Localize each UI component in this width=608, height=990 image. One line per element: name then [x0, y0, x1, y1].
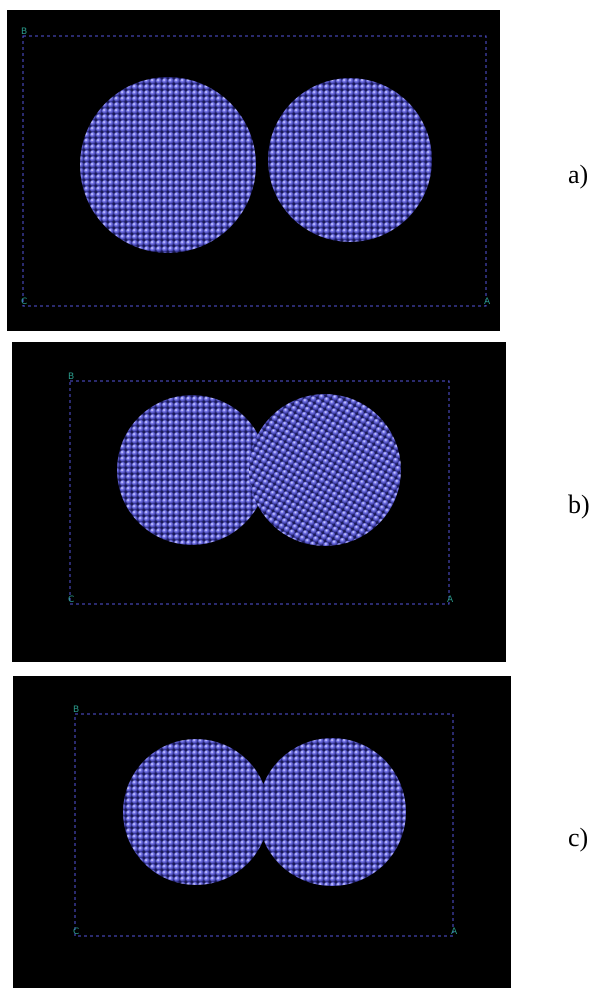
particle-right	[249, 394, 401, 546]
particle-right	[268, 78, 432, 242]
corner-label: C	[21, 297, 27, 307]
particle-left	[123, 739, 269, 885]
panel: B C Ab)	[12, 342, 590, 662]
panel-label: c)	[568, 823, 588, 852]
particle-left	[117, 395, 267, 545]
corner-label: A	[451, 927, 458, 937]
corner-label: A	[447, 595, 454, 605]
particle-left	[80, 77, 256, 253]
corner-label: B	[73, 705, 79, 715]
panel-label: a)	[568, 160, 588, 189]
corner-label: B	[21, 27, 27, 37]
panel: B C Ac)	[13, 676, 588, 988]
figure: B C Aa) B C Ab) B C Ac)	[0, 0, 608, 990]
panel: B C Aa)	[7, 10, 588, 331]
corner-label: C	[73, 927, 79, 937]
corner-label: C	[68, 595, 74, 605]
corner-label: B	[68, 372, 74, 382]
panel-label: b)	[568, 490, 590, 519]
particle-right	[258, 738, 406, 886]
corner-label: A	[484, 297, 491, 307]
